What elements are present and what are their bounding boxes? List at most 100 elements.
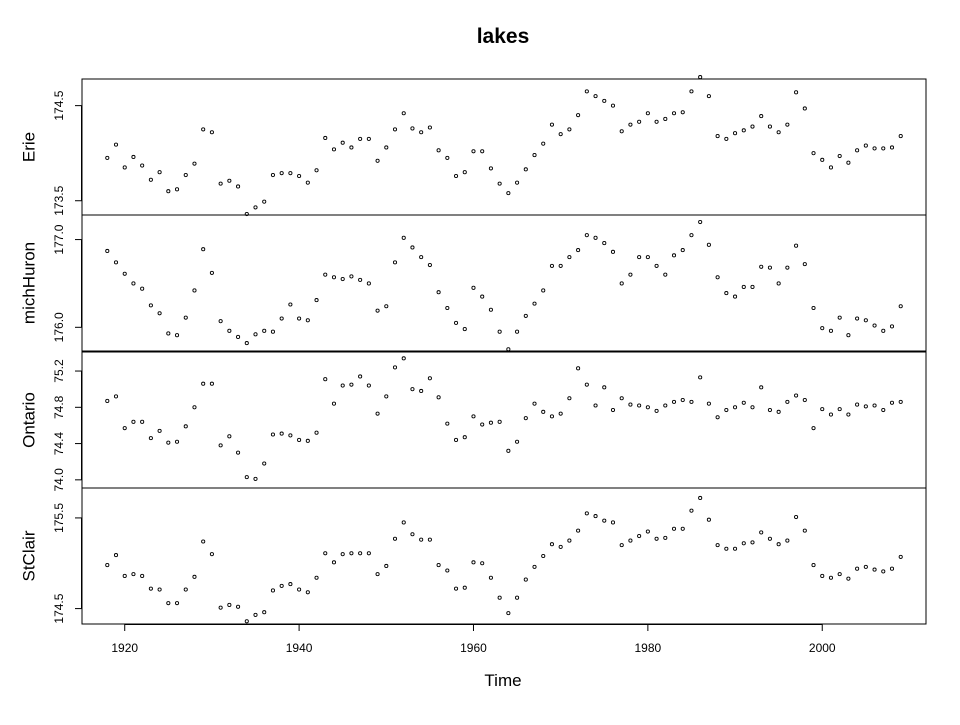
data-point: [488, 307, 493, 312]
data-point: [340, 383, 345, 388]
data-point: [794, 514, 799, 520]
data-point: [811, 426, 816, 431]
data-point: [314, 168, 319, 173]
data-point: [715, 134, 720, 139]
data-point: [227, 434, 232, 439]
data-point: [384, 304, 389, 309]
data-point: [453, 586, 459, 591]
y-tick-label: 176.0: [52, 312, 66, 342]
data-point: [157, 428, 162, 433]
data-point: [419, 537, 424, 542]
data-point: [349, 551, 354, 556]
data-point: [724, 291, 729, 296]
data-point: [174, 187, 180, 192]
data-point: [645, 255, 650, 260]
data-point: [820, 407, 825, 412]
data-point: [279, 583, 284, 588]
x-axis: 1920 1940 1960 1980 2000: [111, 624, 836, 655]
data-point: [541, 409, 546, 414]
data-point: [375, 411, 380, 416]
y-tick-label: 175.5: [52, 503, 66, 533]
data-point: [706, 517, 711, 522]
data-point: [113, 553, 119, 558]
data-point: [637, 119, 642, 124]
data-point: [776, 281, 781, 286]
data-point: [811, 563, 816, 568]
data-point: [253, 205, 258, 210]
data-point: [279, 431, 284, 436]
data-point: [305, 438, 310, 443]
data-point: [794, 90, 799, 95]
data-point: [297, 587, 302, 592]
data-point: [305, 318, 310, 323]
panel-Erie: 173.5 174.5 Erie: [19, 75, 927, 217]
data-point: [576, 248, 581, 253]
data-point: [733, 405, 738, 410]
data-point: [445, 568, 450, 573]
data-point: [619, 543, 624, 548]
data-point: [523, 577, 528, 582]
data-point: [541, 141, 546, 146]
data-point: [331, 401, 337, 406]
data-point: [532, 301, 537, 306]
data-point: [602, 241, 607, 246]
data-point: [270, 173, 275, 178]
data-point: [855, 148, 860, 153]
x-axis-label: Time: [484, 671, 521, 690]
data-point: [855, 402, 860, 407]
data-point: [488, 420, 493, 425]
data-point: [201, 381, 206, 386]
data-point: [392, 127, 398, 132]
data-point: [140, 286, 145, 291]
data-point: [558, 411, 563, 416]
data-point: [218, 605, 223, 610]
data-point: [689, 508, 694, 513]
data-point: [262, 610, 267, 615]
data-point: [419, 255, 424, 260]
data-point: [166, 331, 171, 336]
data-point: [637, 403, 642, 408]
data-point: [349, 145, 354, 150]
data-point: [323, 135, 328, 141]
data-point: [776, 130, 781, 135]
data-point: [541, 288, 546, 293]
data-point: [427, 376, 432, 381]
data-point: [471, 285, 476, 290]
data-point: [392, 260, 398, 265]
data-point: [218, 181, 223, 186]
data-point: [741, 541, 746, 546]
data-point: [506, 347, 511, 352]
data-point: [593, 403, 598, 408]
data-point: [331, 560, 337, 565]
data-point: [863, 143, 868, 148]
data-point: [767, 124, 772, 129]
data-point: [750, 124, 755, 129]
data-point: [122, 165, 127, 170]
data-point: [279, 171, 284, 176]
data-point: [872, 403, 877, 408]
data-point: [689, 233, 694, 238]
data-point: [898, 554, 903, 559]
data-point: [471, 149, 476, 154]
data-point: [340, 277, 345, 282]
data-point: [584, 89, 589, 94]
data-point: [698, 219, 703, 225]
data-point: [602, 98, 607, 103]
data-point: [802, 528, 807, 533]
panel-StClair: 174.5 175.5 StClair: [19, 487, 927, 625]
data-point: [427, 262, 432, 268]
data-point: [610, 520, 616, 525]
data-point: [270, 432, 275, 437]
data-point: [471, 414, 476, 419]
data-point: [898, 399, 903, 404]
data-point: [253, 332, 258, 337]
data-point: [227, 328, 232, 333]
data-point: [427, 125, 432, 130]
data-point: [192, 288, 197, 293]
data-point: [314, 298, 319, 303]
y-tick-label: 74.4: [52, 432, 66, 456]
y-tick-label: 74.0: [52, 468, 66, 492]
data-point: [602, 385, 607, 390]
data-point: [767, 407, 772, 413]
